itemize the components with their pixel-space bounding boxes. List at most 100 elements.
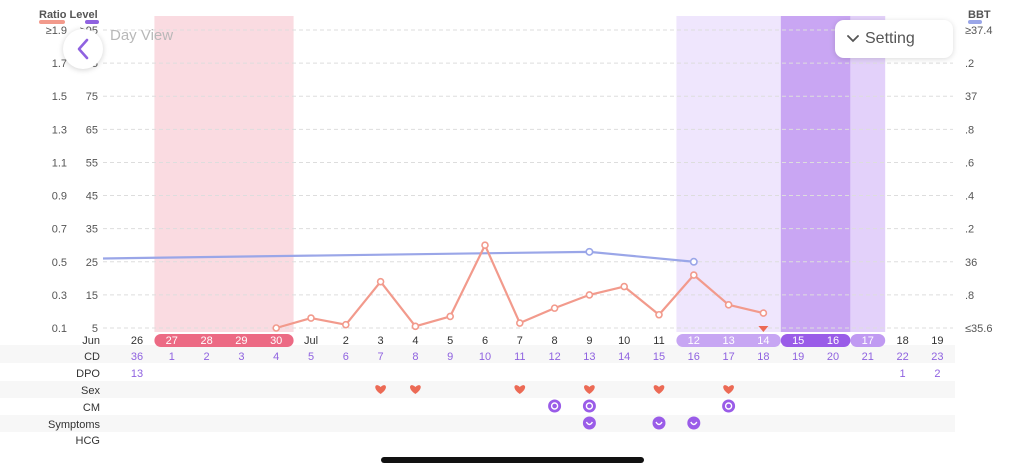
dpo-row-label: DPO [76,368,100,380]
cd-value: 20 [827,351,839,363]
today-marker-icon [758,326,769,332]
date-label: 8 [552,335,558,347]
symptom-icon-inner [690,421,698,426]
ratio-axis-label: 1.5 [52,91,67,103]
bbt-axis-label: ≥37.4 [965,25,992,37]
cd-value: 22 [896,351,908,363]
chevron-down-icon [847,35,859,43]
bbt-axis-label: .2 [965,224,974,236]
ratio-point [411,322,420,331]
ratio-axis-label: 1.1 [52,157,67,169]
level-axis-label: 15 [86,290,98,302]
cd-value: 8 [412,351,418,363]
date-pill-fertile [676,334,781,347]
cervical-mucus-icon [548,399,562,413]
cd-value: 18 [757,351,769,363]
level-axis-label: 35 [86,224,98,236]
ratio-axis-label: 0.3 [52,290,67,302]
cd-value: 13 [583,351,595,363]
ratio-axis-label: 0.5 [52,257,67,269]
date-label: 26 [131,335,143,347]
date-label: 15 [792,335,804,347]
ratio-point [724,301,733,309]
home-indicator[interactable] [381,457,644,463]
date-pill-fertile [850,334,886,347]
heart-icon [653,385,665,394]
date-label: 16 [827,335,839,347]
ratio-point [446,312,455,321]
cd-value: 17 [722,351,734,363]
view-mode-title: Day View [110,27,174,44]
cd-value: 16 [688,351,700,363]
cervical-mucus-icon [722,399,736,413]
ratio-axis-label: 0.7 [52,224,67,236]
date-label: 11 [653,335,664,347]
cd-value: 5 [308,351,314,363]
cd-value: 4 [273,351,279,363]
symptom-icon [687,416,701,430]
dates-row-label: Jun [82,335,100,347]
date-label: 4 [412,335,418,347]
bbt-axis-label: .2 [965,58,974,70]
cd-value: 1 [169,351,175,363]
ratio-point [689,271,698,279]
setting-button[interactable]: Setting [835,20,953,58]
bbt-axis-label: .8 [965,124,974,136]
bbt-axis-label: 37 [965,91,977,103]
shaded-range-period [154,16,294,332]
date-label: 3 [378,335,384,347]
cd-value: 11 [514,351,525,363]
ratio-axis-label: 1.3 [52,124,67,136]
bbt-point [585,247,594,256]
date-label: 13 [722,335,734,347]
heart-icon [723,385,734,394]
cervical-mucus-icon-inner [550,402,559,410]
cd-value: 2 [204,351,210,363]
ratio-point [272,324,281,332]
level-axis-label: 5 [92,323,98,335]
level-axis-label: 65 [86,124,98,136]
row-stripe [0,381,955,398]
date-label: 9 [586,335,592,347]
cd-value: 36 [131,351,143,363]
ratio-point [585,291,594,299]
date-label: 17 [862,335,874,347]
date-label: 30 [270,335,282,347]
cervical-mucus-icon-inner [585,402,594,410]
cd-value: 3 [238,351,244,363]
date-pill-period [154,334,294,347]
ratio-point [550,304,559,312]
date-label: 7 [517,335,523,347]
heart-icon [410,385,421,394]
back-button[interactable] [63,29,103,69]
heart-icon [375,385,386,394]
date-label: 6 [482,335,488,347]
date-label: 2 [343,335,349,347]
ratio-legend-swatch [39,20,65,24]
level-axis-label: 45 [86,191,98,203]
symptoms-row-label: Symptoms [48,419,100,431]
symptom-icon-inner [585,421,594,426]
date-label: 10 [618,335,630,347]
cd-value: 14 [618,351,630,363]
hcg-row-label: HCG [76,435,100,447]
date-label: 18 [896,335,908,347]
cervical-mucus-icon [582,399,596,413]
cervical-mucus-icon-inner [724,402,733,410]
date-label: 12 [688,335,700,347]
ratio-point [481,241,489,250]
date-label: Jul [304,335,318,347]
cd-value: 19 [792,351,804,363]
cd-value: 15 [653,351,665,363]
bbt-axis-label: .8 [965,290,974,302]
date-label: 29 [235,335,247,347]
cd-value: 6 [343,351,349,363]
date-label: 14 [757,335,769,347]
symptom-icon [652,416,666,430]
row-stripe [0,345,955,363]
date-label: 5 [447,335,453,347]
setting-label: Setting [865,30,915,47]
cd-value: 23 [931,351,943,363]
shaded-range-ovulation [780,16,851,332]
